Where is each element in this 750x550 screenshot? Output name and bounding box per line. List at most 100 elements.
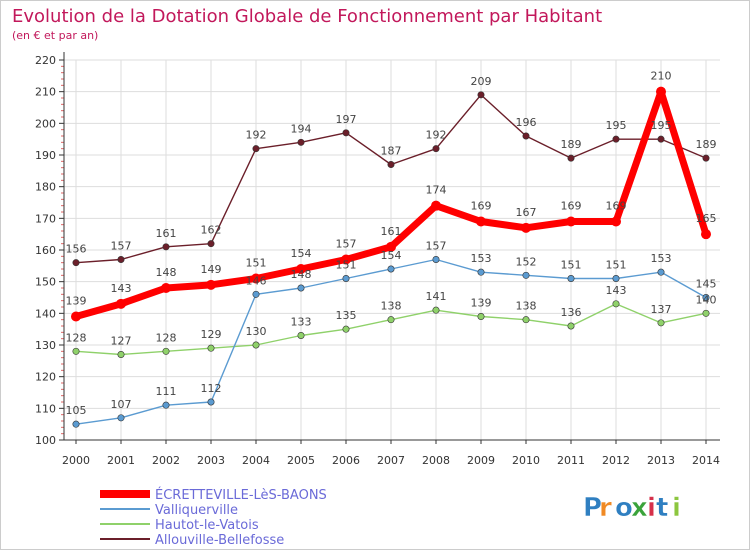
data-point[interactable] [567,322,575,330]
data-point[interactable] [72,347,80,355]
data-point[interactable] [117,255,125,263]
data-point[interactable] [702,293,710,301]
proxiti-logo: Pr ox i t i [583,493,681,524]
data-point[interactable] [252,341,260,349]
data-label: 136 [561,306,582,319]
data-point[interactable] [387,316,395,324]
data-point[interactable] [71,311,81,322]
data-label: 152 [516,255,537,268]
data-point[interactable] [522,132,530,140]
data-point[interactable] [386,241,396,252]
series-layer [71,86,711,428]
data-point[interactable] [252,145,260,153]
y-tick-label: 150 [35,276,56,289]
data-label: 129 [201,328,222,341]
data-point[interactable] [431,200,441,211]
data-point[interactable] [432,306,440,314]
data-label: 105 [66,404,87,417]
data-point[interactable] [161,283,171,293]
x-tick-label: 2002 [152,454,180,467]
data-point[interactable] [612,274,620,282]
data-point[interactable] [116,298,126,309]
data-point[interactable] [117,414,125,422]
data-point[interactable] [296,264,306,274]
data-label: 187 [381,145,402,158]
data-point[interactable] [206,279,216,290]
x-tick-label: 2001 [107,454,135,467]
data-point[interactable] [521,222,531,233]
data-point[interactable] [297,138,305,146]
data-point[interactable] [297,331,305,339]
data-point[interactable] [566,216,576,227]
data-label: 194 [291,122,312,135]
data-point[interactable] [567,154,575,162]
data-point[interactable] [162,401,170,409]
data-point[interactable] [477,312,485,320]
data-label: 138 [381,300,402,313]
data-point[interactable] [162,243,170,251]
y-tick-label: 200 [35,117,56,130]
logo-letter: P [583,493,602,523]
y-tick-label: 220 [35,54,56,67]
data-point[interactable] [117,350,125,358]
data-label: 162 [201,224,222,237]
data-label: 148 [291,268,312,281]
data-point[interactable] [342,274,350,282]
data-point[interactable] [341,254,351,265]
data-point[interactable] [477,268,485,276]
data-point[interactable] [612,300,620,308]
data-point[interactable] [342,325,350,333]
data-point[interactable] [342,129,350,137]
data-point[interactable] [611,216,621,227]
data-point[interactable] [207,240,215,248]
data-label: 139 [66,295,87,308]
data-label: 139 [471,297,492,310]
data-label: 135 [336,309,357,322]
data-point[interactable] [702,309,710,317]
data-point[interactable] [432,255,440,263]
x-tick-label: 2012 [602,454,630,467]
y-tick-label: 170 [35,212,56,225]
data-point[interactable] [657,268,665,276]
data-point[interactable] [432,145,440,153]
data-point[interactable] [657,135,665,143]
data-point[interactable] [251,273,261,284]
y-tick-label: 190 [35,149,56,162]
data-point[interactable] [567,274,575,282]
data-label: 156 [66,243,87,256]
data-label: 197 [336,113,357,126]
data-point[interactable] [72,420,80,428]
y-tick-label: 100 [35,434,56,447]
data-point[interactable] [207,398,215,406]
data-label: 128 [66,331,87,344]
data-label: 107 [111,398,132,411]
data-point[interactable] [522,271,530,279]
data-point[interactable] [207,344,215,352]
data-point[interactable] [252,290,260,298]
data-point[interactable] [387,161,395,169]
x-tick-label: 2005 [287,454,315,467]
data-point[interactable] [477,91,485,99]
data-point[interactable] [72,259,80,267]
data-point[interactable] [476,216,486,227]
logo-letter: t [656,493,668,523]
data-label: 151 [246,257,267,270]
data-point[interactable] [612,135,620,143]
data-point[interactable] [657,319,665,327]
data-label-layer: 156 157 161 162 192 194 197 187 192 209 196 189 195 1… [66,70,717,417]
logo-letter: i [647,493,656,523]
y-tick-label: 120 [35,371,56,384]
data-point[interactable] [297,284,305,292]
data-label: 143 [111,282,132,295]
data-point[interactable] [702,154,710,162]
x-tick-label: 2009 [467,454,495,467]
data-point[interactable] [656,86,666,97]
data-point[interactable] [387,265,395,273]
data-point[interactable] [701,229,711,240]
data-point[interactable] [162,347,170,355]
legend-label: Valliquerville [155,503,238,518]
data-point[interactable] [522,316,530,324]
data-label: 157 [111,240,132,253]
x-tick-label: 2008 [422,454,450,467]
data-label: 161 [156,227,177,240]
